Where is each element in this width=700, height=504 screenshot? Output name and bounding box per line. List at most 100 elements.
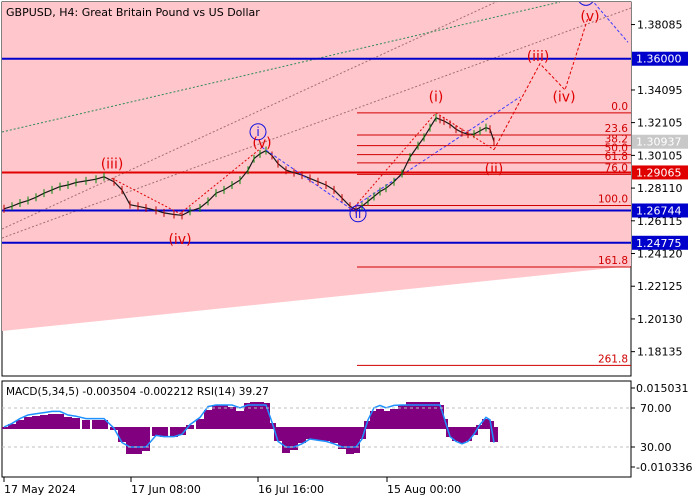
macd-bar	[72, 418, 80, 429]
macd-bar	[290, 427, 298, 450]
trend-line-blue	[351, 96, 521, 209]
wave-marker-blue-iii	[578, 2, 594, 6]
macd-bar	[458, 427, 466, 443]
wave-label-blue-iii: iii	[581, 0, 591, 4]
current-price-badge	[632, 134, 688, 149]
level-lines	[2, 57, 631, 244]
indicator-area	[2, 402, 631, 454]
wave-label-projected-(iii): (iii)	[527, 49, 550, 65]
main-plot-area: iiiiii(iii)(iv)(v)(i)(ii)(iii)(iv)(v) 0.…	[2, 0, 631, 366]
rsi-polyline	[3, 404, 495, 448]
price-tick-label: 1.34095	[637, 84, 683, 97]
price-tick-label: 1.24120	[637, 248, 683, 261]
macd-bar	[204, 410, 212, 429]
price-level-blue-2-label: 1.24775	[636, 237, 682, 250]
price-level-red-badge	[632, 165, 688, 180]
macd-bar	[406, 402, 414, 429]
fibonacci-lines	[357, 112, 631, 366]
macd-bar	[178, 427, 186, 435]
price-tick-label: 1.32105	[637, 117, 683, 130]
channel-zone	[2, 2, 631, 331]
macd-bar	[92, 420, 100, 429]
macd-bar	[398, 405, 406, 429]
trend-line-green	[2, 2, 561, 133]
indicator-tick-min: -0.010336	[636, 461, 692, 474]
price-tick-label: 1.28110	[637, 182, 683, 195]
macd-bar	[440, 419, 448, 429]
macd-bar	[330, 427, 338, 443]
price-tick-label: 1.26115	[637, 215, 683, 228]
fib-label-3: 50.0	[605, 143, 628, 155]
macd-bar	[376, 409, 384, 429]
macd-bar	[370, 411, 378, 429]
macd-bar	[24, 417, 32, 429]
macd-bar	[364, 421, 372, 429]
macd-bar	[298, 427, 306, 443]
time-label-2: 16 Jul 16:00	[258, 483, 324, 496]
wave-label-red-(iii): (iii)	[101, 157, 124, 173]
macd-bar	[32, 416, 40, 429]
fib-label-0: 0.0	[611, 101, 628, 113]
macd-bar	[452, 427, 460, 441]
macd-bar	[142, 427, 150, 451]
time-label-0: 17 May 2024	[4, 483, 76, 496]
wave-label-blue-ii: ii	[355, 207, 362, 221]
macd-bar	[2, 427, 8, 429]
macd-bar	[446, 427, 454, 437]
macd-bar	[306, 427, 314, 439]
wave-path-blue	[261, 146, 353, 211]
wave-label-red-(v): (v)	[252, 135, 271, 151]
macd-bar	[262, 403, 270, 429]
macd-bar	[8, 424, 16, 429]
macd-bar	[118, 427, 126, 442]
rsi-line	[3, 404, 495, 448]
price-tick-label: 1.22125	[637, 280, 683, 293]
macd-bar	[282, 427, 290, 453]
fib-label-1: 23.6	[605, 123, 629, 135]
wave-label-red-(iv): (iv)	[168, 232, 191, 248]
wave-marker-blue-ii	[349, 205, 367, 223]
wave-label-red-(i): (i)	[429, 89, 444, 105]
wave-marker-blue-i	[249, 123, 267, 141]
macd-bar	[16, 420, 24, 429]
macd-bar	[64, 417, 72, 429]
macd-bar	[212, 405, 220, 429]
macd-bar	[358, 427, 366, 439]
indicator-tick-70: 70.00	[640, 402, 672, 415]
indicator-tick-max: 0.015031	[636, 382, 689, 395]
wave-label-blue-i: i	[256, 125, 259, 139]
macd-bar	[82, 420, 90, 429]
macd-bar	[228, 407, 236, 429]
price-tick-label: 1.38085	[637, 19, 683, 32]
macd-bar	[314, 427, 322, 440]
indicator-label: MACD(5,34,5) -0.003504 -0.002212 RSI(14)…	[6, 386, 269, 398]
indicator-tick-30: 30.00	[640, 441, 672, 454]
fib-label-7: 161.8	[598, 255, 628, 267]
fib-label-2: 38.2	[605, 134, 628, 146]
price-tick-label: 1.18135	[637, 346, 683, 359]
macd-bar	[274, 427, 282, 441]
macd-bar	[390, 409, 398, 429]
wave-path-i-ii	[351, 112, 495, 210]
macd-bar	[464, 427, 472, 441]
macd-histogram	[2, 402, 498, 454]
price-level-blue-0-badge	[632, 51, 688, 66]
macd-bar	[436, 405, 444, 429]
macd-bar	[268, 423, 276, 429]
macd-bar	[56, 414, 64, 429]
macd-bar	[486, 421, 494, 429]
macd-bar	[134, 427, 142, 454]
price-line	[3, 117, 495, 216]
macd-bar	[236, 411, 244, 429]
macd-bar	[322, 427, 330, 441]
price-level-blue-0-label: 1.36000	[636, 53, 682, 66]
wave-label-projected-(iv): (iv)	[552, 89, 575, 105]
price-tick-label: 1.20130	[637, 313, 683, 326]
wave-labels: iiiiii(iii)(iv)(v)(i)(ii)(iii)(iv)(v)	[101, 0, 600, 248]
macd-bar	[126, 427, 134, 454]
wave-path-projection	[493, 17, 589, 150]
wave-path-completed	[111, 146, 263, 215]
macd-bar	[414, 402, 422, 429]
current-price-label: 1.30937	[636, 136, 682, 149]
